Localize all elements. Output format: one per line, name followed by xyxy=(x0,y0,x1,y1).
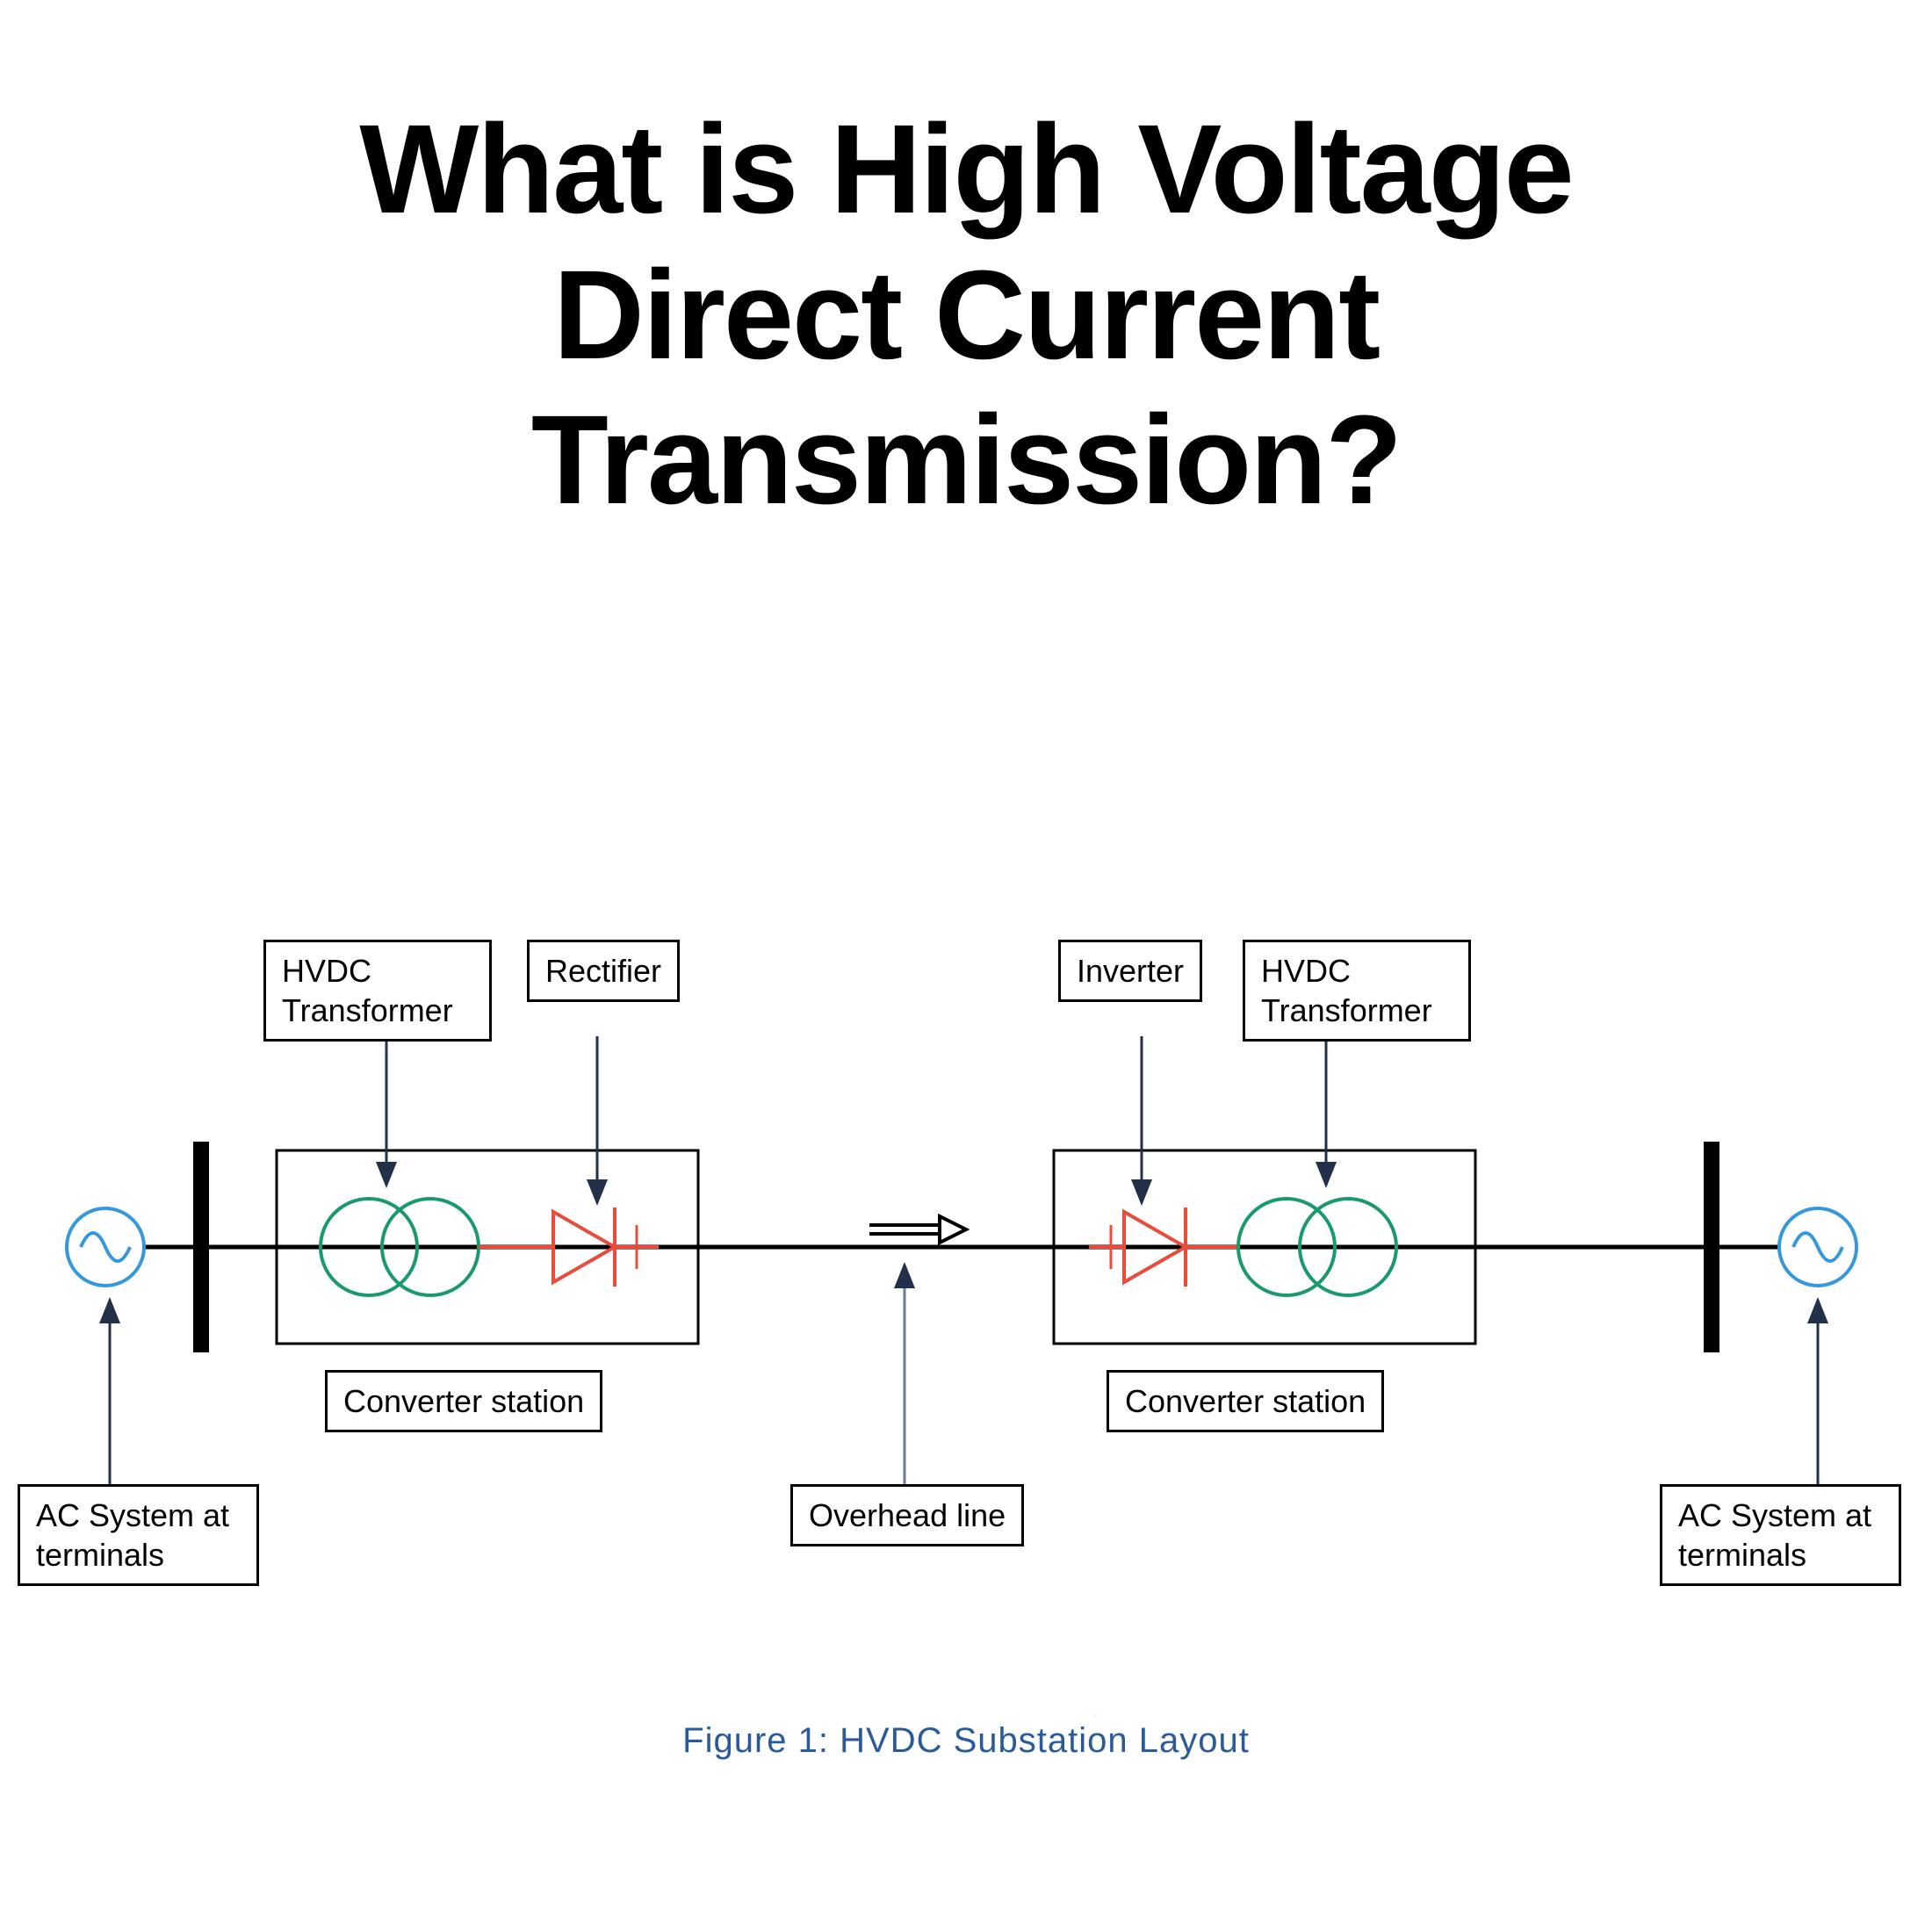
title-line-1: What is High Voltage xyxy=(0,97,1932,242)
ac-source-left-icon xyxy=(67,1208,144,1286)
label-text: Converter station xyxy=(343,1383,584,1419)
label-text: HVDCTransformer xyxy=(1261,953,1432,1028)
caption-text: Figure 1: HVDC Substation Layout xyxy=(682,1721,1250,1760)
flow-arrow-icon xyxy=(869,1216,966,1243)
label-text: HVDCTransformer xyxy=(282,953,453,1028)
label-ac-system-left: AC System atterminals xyxy=(18,1484,259,1586)
title-line-2: Direct Current xyxy=(0,242,1932,388)
busbar-right-icon xyxy=(1704,1142,1719,1352)
label-text: Rectifier xyxy=(545,953,661,989)
hvdc-diagram: HVDCTransformer Rectifier Inverter HVDCT… xyxy=(61,922,1871,1712)
page-title: What is High Voltage Direct Current Tran… xyxy=(0,97,1932,533)
label-converter-station-right: Converter station xyxy=(1107,1370,1384,1432)
label-text: AC System atterminals xyxy=(36,1497,229,1573)
busbar-left-icon xyxy=(193,1142,209,1352)
label-hvdc-transformer-left: HVDCTransformer xyxy=(263,940,492,1042)
label-hvdc-transformer-right: HVDCTransformer xyxy=(1243,940,1471,1042)
label-inverter: Inverter xyxy=(1058,940,1202,1002)
label-rectifier: Rectifier xyxy=(527,940,680,1002)
label-text: Overhead line xyxy=(809,1497,1006,1533)
label-ac-system-right: AC System atterminals xyxy=(1660,1484,1901,1586)
label-text: Converter station xyxy=(1125,1383,1366,1419)
ac-source-right-icon xyxy=(1779,1208,1856,1286)
label-text: AC System atterminals xyxy=(1678,1497,1871,1573)
figure-caption: Figure 1: HVDC Substation Layout xyxy=(0,1721,1932,1761)
label-converter-station-left: Converter station xyxy=(325,1370,602,1432)
label-text: Inverter xyxy=(1077,953,1184,989)
title-line-3: Transmission? xyxy=(0,387,1932,533)
label-overhead-line: Overhead line xyxy=(790,1484,1024,1546)
